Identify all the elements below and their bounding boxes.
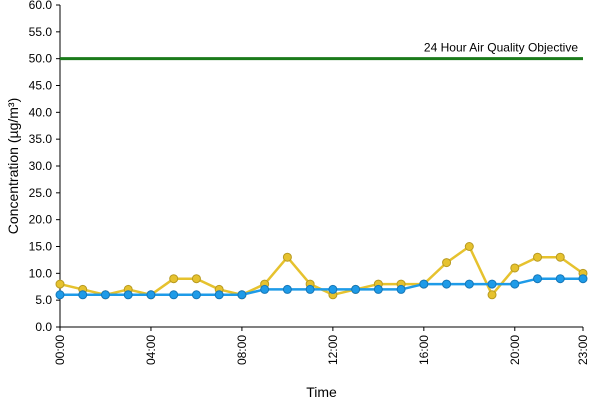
objective-label: 24 Hour Air Quality Objective [424, 41, 578, 55]
series-1-point [282, 252, 292, 262]
series-1-point [169, 274, 179, 284]
series-2-point [169, 290, 179, 300]
x-tick-label: 12:00 [326, 335, 340, 365]
series-2-point [487, 279, 497, 289]
series-2-point [533, 274, 543, 284]
y-tick-label: 10.0 [29, 266, 53, 280]
y-tick-label: 30.0 [29, 159, 53, 173]
y-tick-label: 40.0 [29, 105, 53, 119]
x-tick-label: 08:00 [235, 335, 249, 365]
series-2-point [100, 290, 110, 300]
series-1-point [442, 258, 452, 268]
x-axis-ticks: 00:00 04:00 08:00 12:00 16:00 20:00 23:00 [53, 327, 590, 365]
y-tick-label: 60.0 [29, 0, 53, 12]
series-2-point [578, 274, 588, 284]
series-2-point [282, 284, 292, 294]
y-tick-label: 35.0 [29, 132, 53, 146]
series-1-line [59, 245, 584, 297]
x-axis-title: Time [306, 384, 337, 400]
series-2 [55, 274, 588, 300]
series-1-point [533, 252, 543, 262]
x-tick-label: 20:00 [508, 335, 522, 365]
x-tick-label: 23:00 [576, 335, 590, 365]
y-tick-label: 15.0 [29, 240, 53, 254]
y-tick-label: 45.0 [29, 79, 53, 93]
objective-group: 24 Hour Air Quality Objective [60, 41, 583, 61]
y-axis-title: Concentration (µg/m³) [5, 98, 21, 234]
x-tick-label: 00:00 [53, 335, 67, 365]
series-2-point [351, 284, 361, 294]
series-2-point [78, 290, 88, 300]
series-group [55, 242, 588, 300]
y-tick-label: 0.0 [35, 320, 52, 334]
series-1-point [555, 252, 565, 262]
series-2-point [373, 284, 383, 294]
series-1-point [487, 290, 497, 300]
y-tick-label: 20.0 [29, 213, 53, 227]
series-2-point [214, 290, 224, 300]
series-2-point [191, 290, 201, 300]
series-1-point [55, 279, 65, 289]
series-2-point [123, 290, 133, 300]
y-tick-label: 25.0 [29, 186, 53, 200]
series-2-point [419, 279, 429, 289]
series-2-point [305, 284, 315, 294]
series-1-point [510, 263, 520, 273]
series-2-point [55, 290, 65, 300]
series-2-point [555, 274, 565, 284]
y-axis-ticks: 0.0 5.0 10.0 15.0 20.0 25.0 30.0 35.0 40.0 45.0 50… [29, 0, 60, 334]
series-2-point [237, 290, 247, 300]
x-tick-label: 04:00 [144, 335, 158, 365]
y-tick-label: 50.0 [29, 52, 53, 66]
series-1-point [191, 274, 201, 284]
y-tick-label: 55.0 [29, 25, 53, 39]
series-2-point [510, 279, 520, 289]
series-2-point [328, 284, 338, 294]
series-2-point [396, 284, 406, 294]
series-2-point [146, 290, 156, 300]
series-1-point [464, 242, 474, 251]
series-2-point [464, 279, 474, 289]
x-tick-label: 16:00 [417, 335, 431, 365]
y-tick-label: 5.0 [35, 293, 52, 307]
series-2-point [260, 284, 270, 294]
series-2-point [442, 279, 452, 289]
